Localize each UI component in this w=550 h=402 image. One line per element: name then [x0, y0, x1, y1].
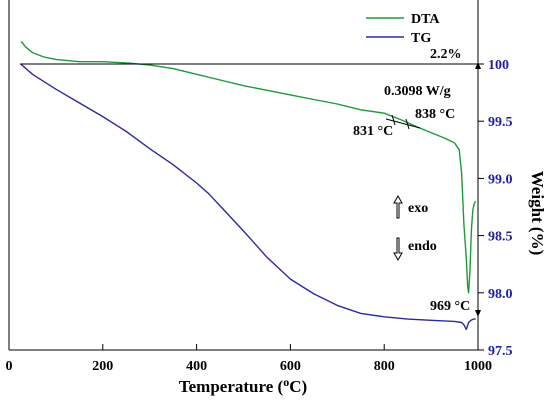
peak-temperature-label: 969 °C: [430, 299, 470, 314]
mass-loss-arrow-head-bottom: [475, 310, 481, 317]
series-layer: [20, 41, 477, 331]
mass-loss-annotation: 2.2%: [430, 47, 462, 62]
right-tick-label: 99.0: [488, 172, 513, 187]
x-tick-label: 600: [280, 359, 301, 374]
right-tick-label: 98.0: [488, 287, 513, 302]
exo-label: exo: [408, 201, 428, 216]
onset-tangent-line: [385, 118, 421, 129]
x-tick-label: 400: [186, 359, 207, 374]
right-tick-label: 97.5: [488, 344, 513, 359]
exo-arrow-icon: [393, 194, 403, 219]
x-tick-label: 1000: [464, 359, 492, 374]
heat-flow-annotation: 0.3098 W/g: [384, 84, 451, 99]
onset-marker-2: [405, 118, 410, 130]
right-tick-label: 99.5: [488, 115, 513, 130]
x-tick-label: 0: [6, 359, 13, 374]
x-tick-label: 200: [92, 359, 113, 374]
onset-temperature-831: 831 °C: [353, 124, 393, 139]
right-axis-ticks: 97.5 98.0 98.5 99.0 99.5 100: [478, 58, 513, 359]
onset-temperature-838: 838 °C: [415, 107, 455, 122]
series-line-dta: [20, 41, 477, 294]
x-axis-ticks: 0 200 400 600 800 1000: [6, 344, 492, 374]
endo-label: endo: [408, 239, 437, 254]
endo-arrow-icon: [393, 237, 403, 262]
right-axis-title: Weight (%): [528, 171, 547, 256]
legend-dta-label: DTA: [411, 12, 440, 27]
series-line-tg: [20, 63, 476, 331]
legend-tg-label: TG: [411, 31, 431, 46]
right-tick-label: 100: [488, 58, 509, 73]
x-tick-label: 800: [374, 359, 395, 374]
right-tick-label: 98.5: [488, 230, 513, 245]
mass-loss-arrow-head-top: [475, 62, 481, 69]
x-axis-title: Temperature (oC): [179, 375, 307, 396]
onset-marker-1: [391, 114, 396, 126]
